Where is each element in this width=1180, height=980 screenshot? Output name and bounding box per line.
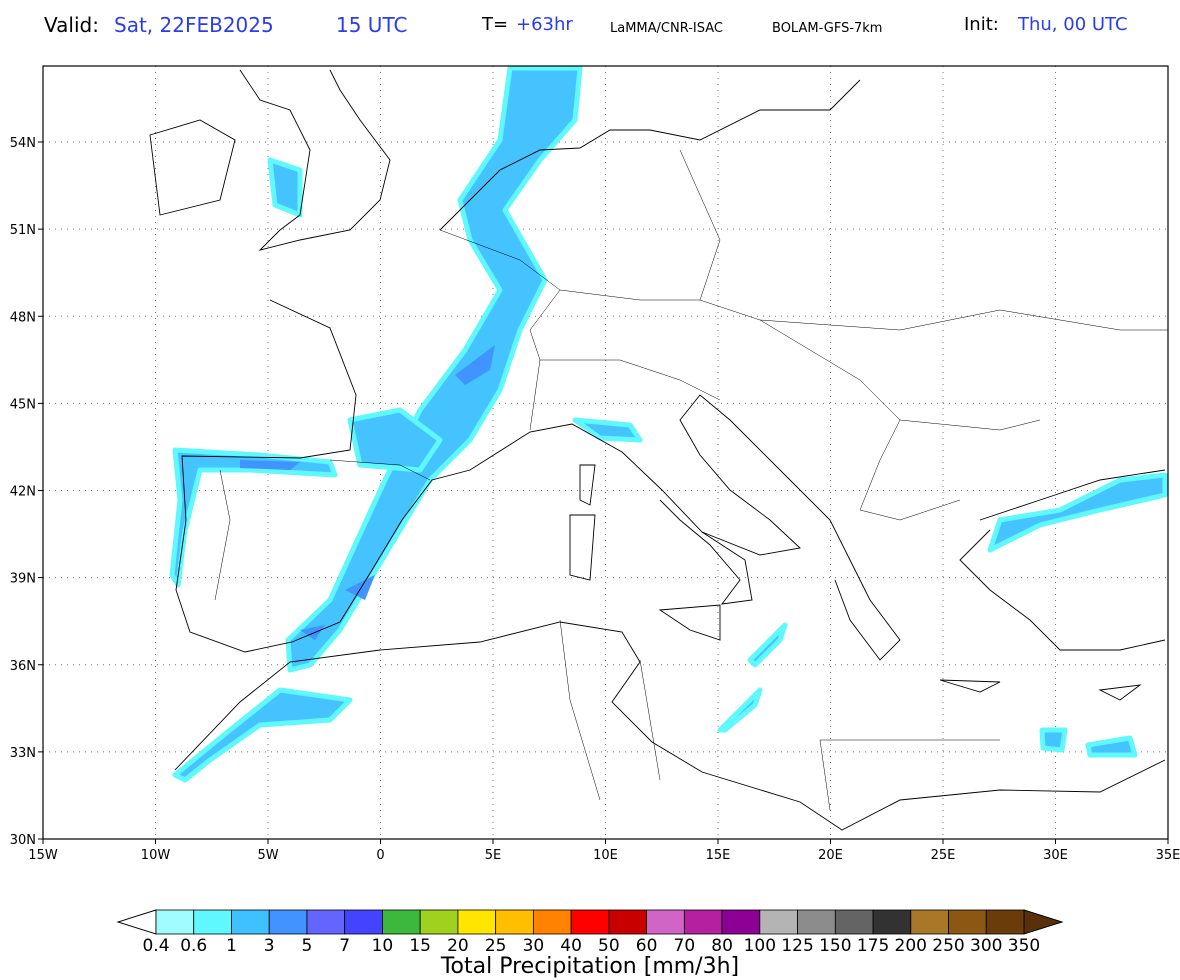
longitude-label: 10W xyxy=(141,848,171,863)
colorbar-label: 60 xyxy=(636,936,658,956)
color-box xyxy=(231,909,270,935)
latitude-label: 54N xyxy=(10,136,36,151)
longitude-label: 10E xyxy=(593,848,618,863)
colorbar-label: 200 xyxy=(895,936,927,956)
latitude-label: 36N xyxy=(10,659,36,674)
longitude-label: 25E xyxy=(931,848,956,863)
over-triangle xyxy=(1023,909,1064,935)
init-label: Init: xyxy=(964,14,999,35)
color-box xyxy=(306,909,346,935)
color-box xyxy=(948,909,987,935)
colorbar-label: 3 xyxy=(264,936,275,956)
color-box xyxy=(759,909,798,935)
colorbar-label: 7 xyxy=(339,936,350,956)
longitude-label: 5E xyxy=(485,848,502,863)
longitude-label: 20E xyxy=(818,848,843,863)
latitude-label: 33N xyxy=(10,746,36,761)
colorbar-label: 70 xyxy=(674,936,696,956)
header: Valid: Sat, 22FEB2025 15 UTC T= +63hr La… xyxy=(44,13,1128,37)
color-box xyxy=(608,909,648,935)
colorbar-label: 50 xyxy=(598,936,620,956)
colorbar-label: 125 xyxy=(781,936,813,956)
color-box xyxy=(872,909,912,935)
precipitation xyxy=(169,66,1168,783)
model: BOLAM-GFS-7km xyxy=(772,21,882,36)
longitude-label: 15E xyxy=(706,848,731,863)
color-box xyxy=(721,909,761,935)
latitude-label: 45N xyxy=(10,397,36,412)
longitude-label: 0 xyxy=(376,848,384,863)
under-triangle xyxy=(116,909,157,935)
colorbar: 0.4 0.6 1 3 5 7 10 15 20 25 30 40 50 60 70 80 100 125 150 1… xyxy=(116,909,1064,956)
colorbar-label: 40 xyxy=(560,936,582,956)
color-box xyxy=(570,909,610,935)
latitude-label: 48N xyxy=(10,310,36,325)
colorbar-label: 0.6 xyxy=(180,936,207,956)
color-box xyxy=(193,909,232,935)
colorbar-label: 150 xyxy=(819,936,851,956)
colorbar-label: 300 xyxy=(970,936,1002,956)
latitude-label: 42N xyxy=(10,485,36,500)
latitude-label: 39N xyxy=(10,572,36,587)
color-box xyxy=(457,909,497,935)
color-box xyxy=(910,909,949,935)
colorbar-label: 20 xyxy=(447,936,469,956)
color-box xyxy=(985,909,1025,935)
map-area xyxy=(43,66,1168,839)
colorbar-label: 80 xyxy=(711,936,733,956)
valid-day: Sat, 22FEB2025 xyxy=(114,13,274,37)
longitude-label: 30E xyxy=(1043,848,1068,863)
colorbar-label: 5 xyxy=(302,936,313,956)
colorbar-label: 10 xyxy=(372,936,394,956)
colorbar-label: 25 xyxy=(485,936,507,956)
color-box xyxy=(532,909,572,935)
longitude-labels: 15W 10W 5W 0 5E 10E 15E 20E 25E 30E 35E xyxy=(28,839,1180,863)
colorbar-label: 15 xyxy=(409,936,431,956)
color-box xyxy=(646,909,685,935)
valid-hour: 15 UTC xyxy=(336,13,407,37)
colorbar-title: Total Precipitation [mm/3h] xyxy=(440,954,739,979)
colorbar-label: 175 xyxy=(857,936,889,956)
institute: LaMMA/CNR-ISAC xyxy=(610,21,723,36)
init-value: Thu, 00 UTC xyxy=(1017,14,1128,35)
valid-label: Valid: xyxy=(44,13,99,37)
color-box xyxy=(834,909,874,935)
color-box xyxy=(344,909,383,935)
colorbar-label: 350 xyxy=(1008,936,1040,956)
latitude-label: 30N xyxy=(10,833,36,848)
color-box xyxy=(419,909,459,935)
lead-label: T= xyxy=(481,14,508,35)
colorbar-label: 250 xyxy=(932,936,964,956)
color-box xyxy=(797,909,836,935)
colorbar-label: 100 xyxy=(744,936,776,956)
lead-value: +63hr xyxy=(516,14,573,35)
latitude-labels: 30N 33N 36N 39N 42N 45N 48N 51N 54N xyxy=(10,136,43,848)
color-box xyxy=(268,909,308,935)
colorbar-label: 0.4 xyxy=(142,936,169,956)
borders xyxy=(214,149,1168,811)
color-box xyxy=(495,909,534,935)
color-box xyxy=(683,909,723,935)
color-box xyxy=(382,909,421,935)
colorbar-label: 1 xyxy=(226,936,237,956)
latitude-label: 51N xyxy=(10,223,36,238)
color-box xyxy=(155,909,195,935)
coastlines xyxy=(149,69,1166,831)
colorbar-label: 30 xyxy=(523,936,545,956)
longitude-label: 15W xyxy=(28,848,58,863)
longitude-label: 5W xyxy=(257,848,278,863)
longitude-label: 35E xyxy=(1156,848,1180,863)
